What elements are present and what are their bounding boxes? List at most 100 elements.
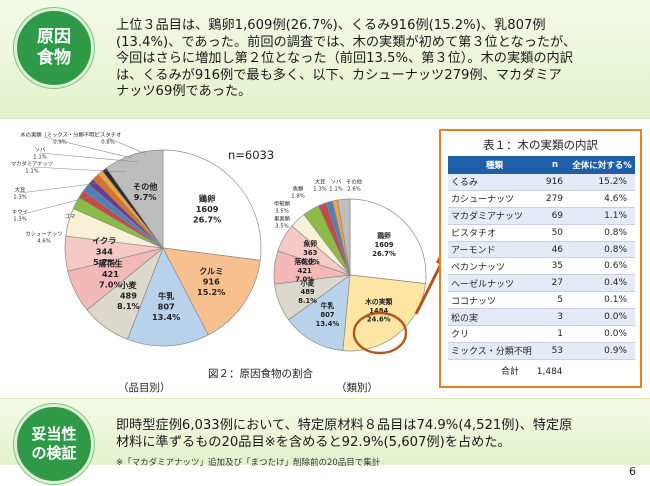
- right-chart-caption: （類別）: [336, 382, 378, 394]
- pie-label-line: 甲殻類: [274, 199, 291, 207]
- table-cell: 35: [540, 257, 570, 276]
- pie-label-line: 489: [120, 290, 137, 300]
- pie-label-line: 牛乳: [158, 291, 175, 301]
- pie-label-line: 807: [158, 302, 175, 312]
- validation-text: 即時型症例6,033例において、特定原材料８品目は74.9%(4,521例)、特…: [116, 418, 646, 451]
- pie-label-line: 大豆: [15, 185, 26, 193]
- table-cell: 3: [540, 308, 570, 327]
- page-number: 6: [629, 465, 636, 478]
- table-cell: 0.0%: [569, 308, 635, 327]
- table-cell: 46: [540, 241, 570, 259]
- table-row: くるみ 916 15.2%: [448, 174, 635, 191]
- pie-label-line: 807: [320, 311, 334, 319]
- pie-label-line: 3.5%: [275, 223, 288, 229]
- pie-label-line: 鶏卵: [377, 231, 391, 240]
- pie-label-line: 木の実類: [364, 297, 392, 306]
- table-cell: マカダミアナッツ: [448, 207, 541, 225]
- pie-label-line: 1.1%: [329, 186, 342, 192]
- table-cell: 0.9%: [569, 342, 635, 360]
- pie-label-line: 木の実類（ミックス・分類不明）: [20, 130, 99, 138]
- table-cell: 916: [540, 174, 570, 191]
- pie-label-line: ソバ: [331, 178, 342, 185]
- pie-label: 大豆1.3%: [313, 177, 326, 192]
- validation-badge: 妥当性 の検証: [14, 404, 94, 484]
- badge-line: 妥当性: [31, 425, 77, 443]
- pie-label-line: 0.9%: [53, 139, 66, 145]
- table-cell: ペカンナッツ: [448, 257, 541, 276]
- table-total: 合計 1,484: [501, 364, 640, 377]
- leader-line: [19, 193, 101, 216]
- pie-slice: [162, 247, 261, 336]
- leader-line: [39, 152, 139, 163]
- category-pie-chart: 鶏卵160926.7%木の実類148424.6%牛乳80713.4%小麦4898…: [273, 177, 427, 355]
- pie-label-line: 489: [300, 288, 314, 296]
- pie-label-line: 1.3%: [13, 194, 26, 200]
- pie-label-line: 6.0%: [301, 258, 320, 266]
- table-cell: ピスタチオ: [448, 224, 541, 242]
- pie-label-line: 7.0%: [99, 280, 122, 290]
- text-line: は、くるみが916例で最も多く、以下、カシューナッツ279例、マカダミア: [116, 67, 562, 83]
- pie-slice: [162, 149, 262, 261]
- pie-slice: [126, 247, 209, 347]
- pie-label-line: その他: [133, 182, 158, 192]
- text-line: 上位３品目は、鶏卵1,609例(26.7%)、くるみ916例(15.2%)、乳8…: [116, 18, 546, 33]
- pie-label-line: 3.5%: [275, 208, 288, 214]
- leader-line: [19, 181, 109, 194]
- table-row: ピスタチオ 50 0.8%: [448, 224, 635, 242]
- pie-label-line: 24.6%: [367, 316, 391, 324]
- cause-food-badge: 原因 食物: [14, 8, 94, 88]
- pie-label-line: 7.0%: [295, 276, 314, 284]
- highlight-circle: [352, 311, 408, 355]
- pie-label-line: 26.7%: [372, 250, 396, 258]
- pie-label-line: 916: [203, 276, 220, 286]
- text-line: 材料に準ずるもの20品目※を含めると92.9%(5,607例)を占めた。: [116, 434, 511, 450]
- validation-band: [0, 398, 650, 465]
- table-row: ココナッツ 5 0.1%: [448, 291, 635, 310]
- pie-label-line: 8.1%: [117, 301, 140, 311]
- pie-label-line: 1.1%: [25, 168, 38, 174]
- pie-label-line: 421: [102, 269, 119, 279]
- total-value: 1,484: [536, 366, 563, 377]
- table-cell: 69: [540, 207, 570, 225]
- pie-slice: [105, 149, 164, 250]
- pie-label: ソバ1.1%: [33, 146, 46, 160]
- leader-line: [43, 136, 133, 159]
- pie-label-line: ゴマ: [65, 212, 76, 220]
- pie-label-line: 1.3%: [13, 216, 26, 222]
- pie-label: 木の実類（ミックス・分類不明）0.9%: [20, 130, 99, 145]
- table-cell: 0.6%: [569, 257, 635, 276]
- table-cell: 0.0%: [569, 325, 635, 343]
- table-cell: 松の実: [448, 308, 541, 327]
- table-cell: 0.8%: [569, 241, 635, 259]
- table-cell: アーモンド: [448, 241, 541, 259]
- pie-label-line: 9.7%: [134, 192, 157, 202]
- pie-label-line: 26.7%: [193, 215, 221, 225]
- total-label: 合計: [501, 366, 520, 377]
- pie-label-line: 鶏卵: [199, 193, 215, 203]
- pie-label-line: 1.8%: [291, 193, 304, 199]
- pie-label-line: 0.8%: [101, 139, 114, 145]
- table-cell: 1.1%: [569, 207, 635, 225]
- table-row: 松の実 3 0.0%: [448, 308, 635, 327]
- summary-text: 上位３品目は、鶏卵1,609例(26.7%)、くるみ916例(15.2%)、乳8…: [116, 18, 646, 101]
- column-header: n: [540, 156, 570, 174]
- pie-label-line: 落花生: [98, 258, 123, 268]
- pie-label-line: 363: [303, 249, 317, 257]
- badge-line: 食物: [37, 48, 71, 68]
- pie-label: ゴマ: [65, 212, 76, 220]
- table-row: アーモンド 46 0.8%: [448, 241, 635, 259]
- text-line: (13.4%)、であった。前回の調査では、木の実類が初めて第３位となったが、: [116, 34, 577, 50]
- pie-label-line: イクラ: [92, 236, 116, 246]
- pie-label-line: 1609: [375, 241, 394, 249]
- nut-breakdown-table: 表１：木の実類の内訳 種類 n 全体に対する% くるみ 916 15.2% カシューナ…: [439, 129, 642, 388]
- pie-label-line: 落花生: [294, 257, 315, 266]
